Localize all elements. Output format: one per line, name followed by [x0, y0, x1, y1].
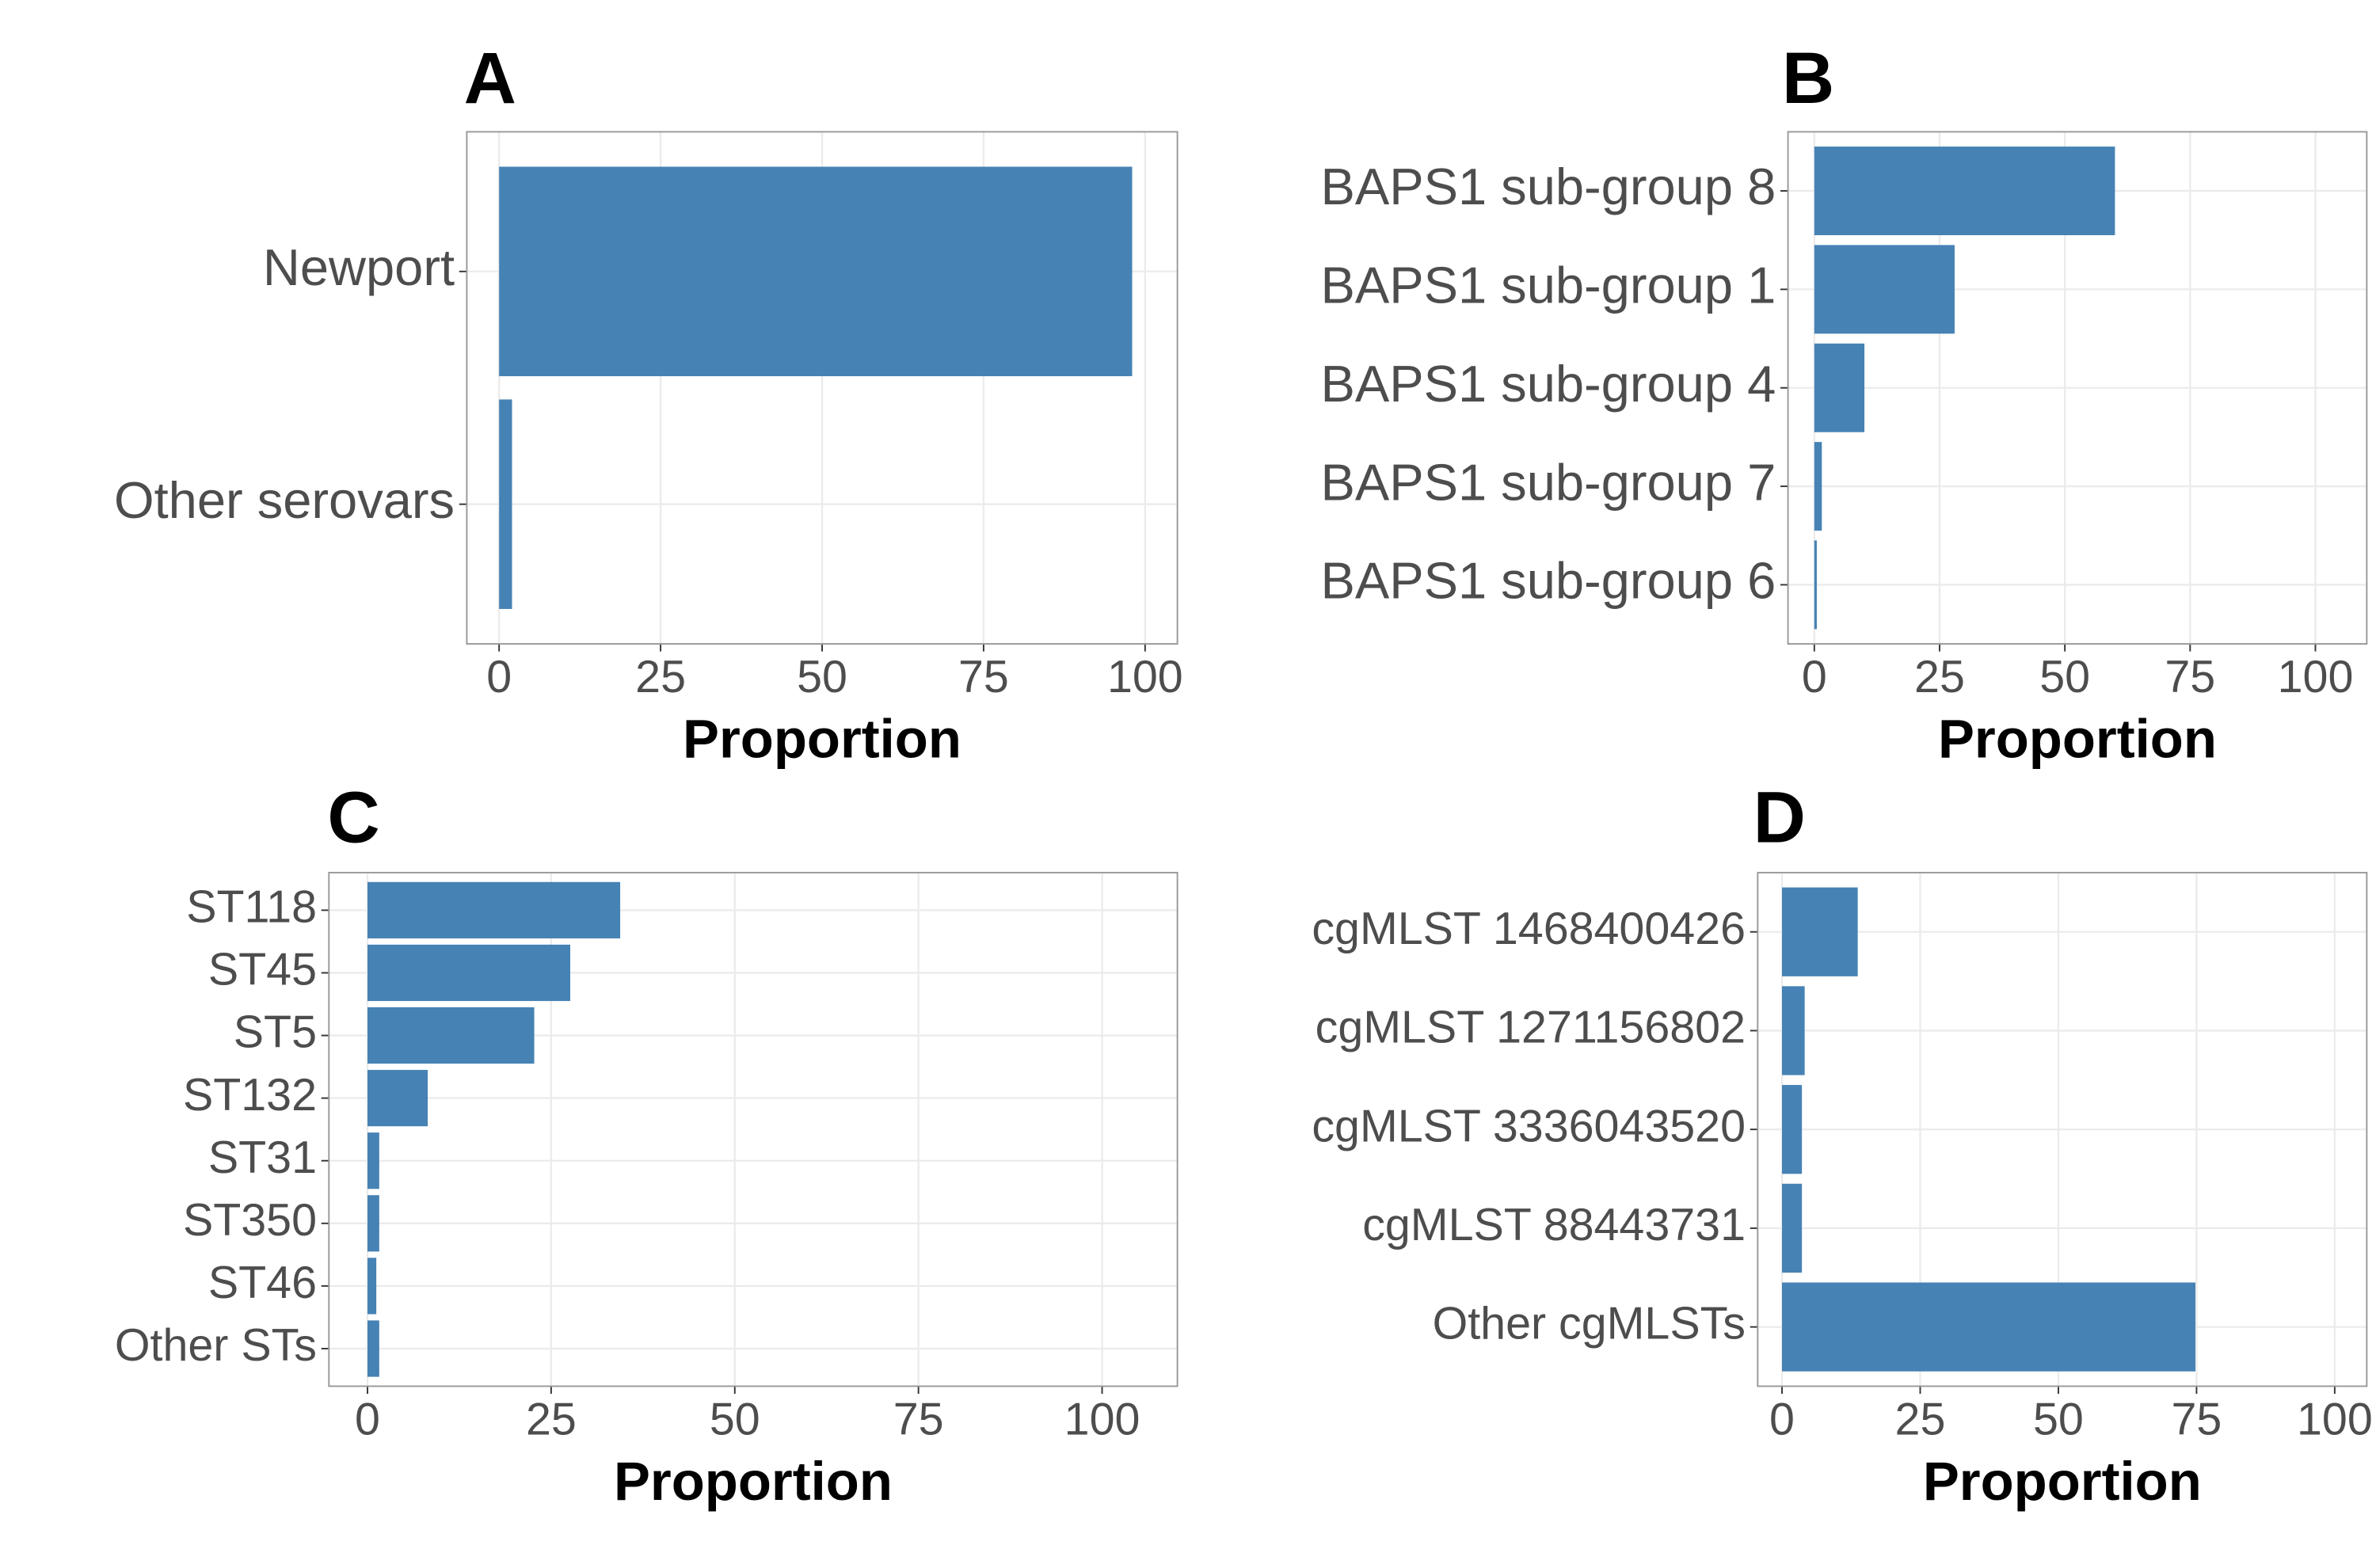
- y-tick-label: ST45: [208, 945, 317, 995]
- y-tick-label: BAPS1 sub-group 8: [1320, 158, 1776, 215]
- x-tick-label: 25: [526, 1395, 577, 1445]
- panel-border: [328, 871, 1178, 1387]
- x-tick-label: 100: [1064, 1395, 1140, 1445]
- x-tick-label: 0: [1802, 652, 1827, 702]
- bar: [367, 1320, 379, 1377]
- bar: [1782, 1282, 2196, 1372]
- y-tick-label: Newport: [263, 238, 455, 296]
- bar: [1782, 986, 1805, 1075]
- x-axis-title: Proportion: [683, 709, 961, 770]
- y-tick-label: cgMLST 3336043520: [1312, 1101, 1746, 1151]
- x-tick-label: 100: [2297, 1395, 2373, 1445]
- x-tick-label: 25: [635, 652, 686, 702]
- x-tick-label: 50: [2039, 652, 2090, 702]
- y-tick-label: BAPS1 sub-group 1: [1320, 257, 1776, 314]
- x-axis-title: Proportion: [1938, 709, 2217, 770]
- y-tick-label: ST350: [183, 1195, 317, 1246]
- bar: [367, 1258, 377, 1315]
- panel-title: D: [1753, 778, 1806, 858]
- y-tick-label: Other serovars: [114, 471, 455, 529]
- y-tick-label: ST5: [234, 1007, 317, 1058]
- x-tick-label: 50: [2033, 1395, 2084, 1445]
- panel-border: [466, 131, 1178, 645]
- bar: [1814, 343, 1865, 432]
- bar: [1814, 540, 1817, 630]
- y-tick-label: ST31: [208, 1132, 317, 1183]
- bar: [1814, 147, 2115, 235]
- bar: [367, 944, 570, 1002]
- x-tick-label: 100: [2278, 652, 2354, 702]
- panel-border: [1757, 871, 2368, 1387]
- x-tick-label: 0: [1769, 1395, 1795, 1445]
- y-tick-label: ST118: [186, 882, 317, 933]
- x-tick-label: 50: [797, 652, 847, 702]
- x-tick-label: 25: [1914, 652, 1965, 702]
- bar: [1814, 442, 1822, 531]
- panel-title: B: [1782, 38, 1834, 119]
- x-tick-label: 50: [710, 1395, 760, 1445]
- y-tick-label: BAPS1 sub-group 7: [1320, 453, 1776, 511]
- bar: [367, 1132, 379, 1189]
- x-tick-label: 75: [958, 652, 1009, 702]
- y-tick-label: ST132: [183, 1070, 317, 1121]
- x-axis-title: Proportion: [1923, 1451, 2202, 1512]
- x-tick-label: 75: [2165, 652, 2215, 702]
- panel-title: C: [327, 778, 379, 858]
- y-tick-label: BAPS1 sub-group 6: [1320, 552, 1776, 610]
- bar: [367, 1070, 428, 1127]
- y-tick-label: ST46: [208, 1258, 317, 1308]
- x-tick-label: 100: [1107, 652, 1183, 702]
- bar: [1782, 1085, 1803, 1174]
- bar: [499, 166, 1133, 377]
- x-tick-label: 0: [486, 652, 512, 702]
- bar: [1814, 245, 1955, 334]
- y-tick-label: Other STs: [115, 1320, 317, 1371]
- x-tick-label: 75: [893, 1395, 944, 1445]
- y-tick-label: cgMLST 1468400426: [1312, 904, 1746, 954]
- panel-title: A: [464, 38, 516, 119]
- x-tick-label: 25: [1895, 1395, 1946, 1445]
- x-axis-title: Proportion: [614, 1451, 893, 1512]
- bar: [367, 1195, 379, 1252]
- bar: [499, 399, 512, 609]
- bar: [1782, 887, 1858, 976]
- bar: [1782, 1183, 1803, 1273]
- y-tick-label: cgMLST 1271156802: [1316, 1003, 1746, 1053]
- y-tick-label: cgMLST 88443731: [1362, 1200, 1746, 1250]
- x-tick-label: 75: [2171, 1395, 2222, 1445]
- y-tick-label: BAPS1 sub-group 4: [1320, 355, 1776, 413]
- bar: [367, 881, 621, 938]
- bar: [367, 1007, 535, 1064]
- panel-border: [1787, 131, 2368, 645]
- y-tick-label: Other cgMLSTs: [1433, 1299, 1746, 1349]
- x-tick-label: 0: [355, 1395, 380, 1445]
